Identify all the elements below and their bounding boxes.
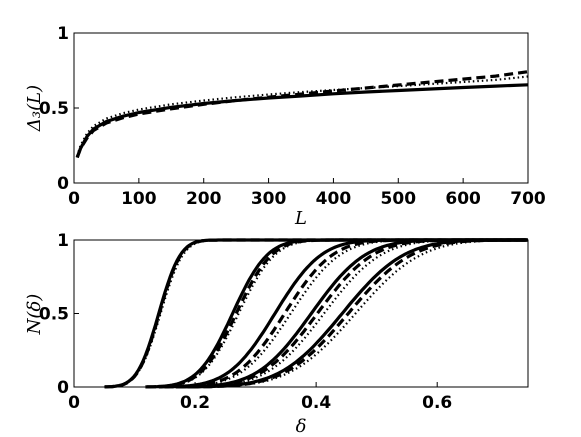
top-y-tick-label: 0.5 [39,99,69,119]
top-x-tick-label: 400 [316,189,352,209]
top-x-tick-label: 500 [381,189,417,209]
bottom-x-axis-label: δ [296,416,307,437]
bottom-panel-N-vs-delta: 0 0.2 0.4 0.6 00.51 δ N(δ) [24,231,529,437]
top-x-ticks: 0 100 200 300 400 500 600 700 [68,178,546,209]
top-x-tick-label: 100 [121,189,157,209]
bottom-series-lines [104,238,528,389]
top-y-axis-label: Δ₃(L) [24,85,45,132]
top-x-tick-label: 0 [68,189,80,209]
bottom-y-axis-label: N(δ) [24,294,45,336]
top-series-lines [75,70,529,159]
bottom-series-1-dashed-line [105,238,527,389]
top-x-tick-label: 200 [186,189,222,209]
bottom-series-3-dotted-line [166,238,528,388]
bottom-x-tick-label: 0.4 [301,393,331,413]
top-x-tick-label: 600 [445,189,481,209]
bottom-series-5-solid-line [187,238,527,389]
top-x-tick-label: 300 [251,189,287,209]
bottom-series-2-dashed-line [147,238,528,389]
bottom-x-ticks: 0 0.2 0.4 0.6 [68,382,452,413]
bottom-x-tick-label: 0 [68,393,80,413]
top-series-solid-line [75,83,529,159]
top-panel-delta3-vs-L: 0 100 200 300 400 500 600 700 00.51 L Δ₃(L) [24,24,546,229]
top-y-ticks: 00.51 [39,24,79,194]
bottom-series-1-solid-line [104,238,526,389]
top-series-dashed-line [75,70,529,159]
top-y-tick-label: 1 [57,24,69,44]
bottom-x-tick-label: 0.2 [180,393,210,413]
bottom-y-tick-label: 0 [57,378,69,398]
bottom-y-ticks: 00.51 [39,231,79,398]
bottom-series-4-dashed-line [177,238,527,389]
top-x-tick-label: 700 [510,189,546,209]
bottom-y-tick-label: 0.5 [39,305,69,325]
bottom-x-tick-label: 0.6 [422,393,452,413]
top-y-tick-label: 0 [57,174,69,194]
bottom-series-4-solid-line [175,238,527,389]
bottom-series-1-dotted-line [104,238,526,388]
bottom-series-2-solid-line [145,238,528,389]
bottom-series-5-dotted-line [190,239,528,388]
bottom-y-tick-label: 1 [57,231,69,251]
top-series-dotted-line [76,75,529,157]
top-x-axis-label: L [294,208,307,229]
